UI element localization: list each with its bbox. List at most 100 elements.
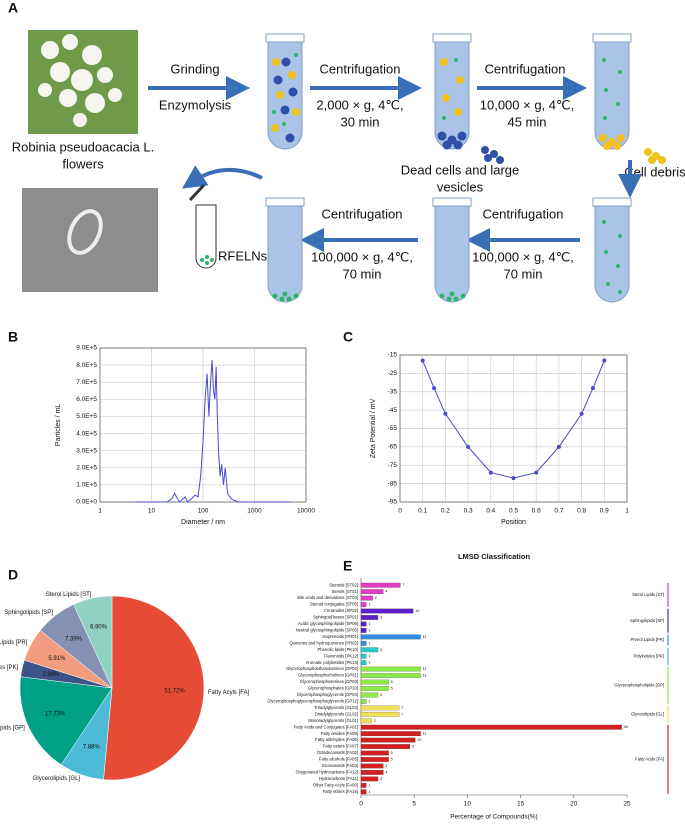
step-condition: 30 min (340, 114, 379, 129)
pellet-label: Cell debris (624, 164, 685, 179)
y-tick-label: 0.0E+0 (76, 499, 97, 506)
pie-category-label: Fatty Acyls [FA] (208, 690, 250, 696)
data-point (556, 444, 561, 449)
count-label: 11 (423, 674, 427, 678)
category-label: Hydrocarbons [FA11] (319, 776, 358, 781)
group-label: Glycerophospholipids [GP] (614, 682, 664, 687)
category-label: Fatty alcohols [FA05] (319, 757, 358, 762)
bar (360, 666, 421, 672)
step-condition: 70 min (342, 266, 381, 281)
y-tick-label: 8.0E+5 (76, 362, 97, 369)
bar (360, 750, 389, 756)
count-label: 2 (374, 719, 376, 723)
x-tick-label: 0.7 (554, 508, 563, 515)
category-label: Fatty amides [FA08] (321, 731, 358, 736)
count-label: 1 (368, 603, 370, 607)
group-label: Prenol Lipids [PR] (630, 637, 664, 642)
y-tick-label: -15 (388, 352, 398, 359)
bar (360, 705, 400, 711)
count-label: 4 (385, 770, 387, 774)
pellet-debris (644, 148, 666, 164)
bar (360, 718, 372, 724)
x-tick-label: 0.2 (441, 508, 450, 515)
y-tick-label: 2.0E+5 (76, 464, 97, 471)
source-name: Robinia pseudoacacia L. (12, 139, 154, 154)
y-tick-label: -45 (388, 407, 398, 414)
category-label: Neutral glycosphingolipids [SP05] (296, 628, 358, 633)
pie-category-label: Glycerophospholipids [GP] (0, 726, 25, 732)
small-tube (188, 183, 217, 269)
x-tick-label: 0.8 (577, 508, 586, 515)
category-label: Glycerophosphoethanolamines [GP02] (286, 666, 358, 671)
category-label: Fatty esters [FA07] (323, 744, 358, 749)
x-tick-label: 10 (464, 801, 472, 808)
x-tick-label: 1000 (247, 508, 262, 515)
category-label: Eicosanoids [FA03] (322, 763, 358, 768)
bar (360, 724, 622, 730)
pie-value-label: 7.88% (83, 745, 101, 751)
count-label: 1 (368, 622, 370, 626)
step-condition: 70 min (503, 266, 542, 281)
y-tick-label: 9.0E+5 (76, 345, 97, 352)
data-line (136, 359, 291, 503)
x-tick-label: 0.4 (486, 508, 495, 515)
count-label: 1 (368, 790, 370, 794)
count-label: 4 (385, 590, 387, 594)
category-label: Monoradylglycerols [GL01] (308, 718, 358, 723)
pellet-dead-cells (481, 146, 504, 164)
y-tick-label: -25 (388, 370, 398, 377)
group-label: Sterol Lipids [ST] (632, 592, 664, 597)
bar (360, 634, 421, 640)
bar (360, 782, 367, 788)
count-label: 7 (401, 706, 403, 710)
panel-letter: B (8, 329, 18, 345)
panel-letter: C (343, 329, 353, 345)
bar (360, 608, 414, 614)
source-name: flowers (62, 156, 104, 171)
pie-value-label: 5.91% (48, 656, 66, 662)
step-condition: 100,000 × g, 4℃, (311, 249, 413, 264)
category-label: Glycerophosphoglycerophosphoglycerols [G… (267, 699, 358, 704)
pie-value-label: 51.72% (164, 688, 185, 694)
x-tick-label: 20 (570, 801, 578, 808)
data-point (420, 358, 425, 363)
panel-a: A Robinia pseudoacacia L. flowers Grindi… (8, 0, 685, 303)
count-label: 40 (624, 725, 628, 729)
data-point (432, 386, 437, 391)
step-label: Centrifugation (483, 206, 564, 221)
y-tick-label: -95 (388, 499, 398, 506)
count-label: 5 (391, 680, 393, 684)
data-point (590, 386, 595, 391)
category-label: Fatty ethers [FA16] (323, 789, 358, 794)
category-label: Glycerophosphoglycerols [GP04] (297, 692, 358, 697)
group-label: Glycerolipids [GL] (631, 711, 664, 716)
pie-value-label: 6.90% (90, 624, 108, 630)
count-label: 3 (380, 616, 382, 620)
pie-category-label: Sterol Lipids [ST] (46, 592, 92, 598)
bar (360, 789, 367, 795)
step-label: Centrifugation (320, 61, 401, 76)
chart-title: LMSD Classification (458, 552, 531, 561)
bar (360, 711, 400, 717)
category-label: Glycerophosphoserines [GP03] (300, 679, 358, 684)
count-label: 11 (423, 732, 427, 736)
category-label: Aromatic polyketides [PK13] (306, 660, 358, 665)
bar (360, 647, 379, 653)
category-label: Acidic glycosphingolipids [SP06] (298, 621, 358, 626)
data-point (443, 411, 448, 416)
pie-slice (73, 595, 113, 689)
x-tick-label: 10 (148, 508, 156, 515)
data-point (488, 470, 493, 475)
pie-category-label: Sphingolipids [SP] (4, 610, 53, 616)
bar (360, 628, 367, 633)
bar (360, 679, 389, 685)
count-label: 1 (368, 641, 370, 645)
flower-blossoms (38, 34, 122, 127)
y-tick-label: 7.0E+5 (76, 379, 97, 386)
category-label: Glycerophosphocholines [GP01] (298, 673, 358, 678)
y-tick-label: 1.0E+5 (76, 482, 97, 489)
step-condition: 2,000 × g, 4℃, (316, 97, 403, 112)
x-tick-label: 5 (412, 801, 416, 808)
y-axis-label: Particles / mL (55, 404, 62, 447)
bar (360, 602, 367, 607)
